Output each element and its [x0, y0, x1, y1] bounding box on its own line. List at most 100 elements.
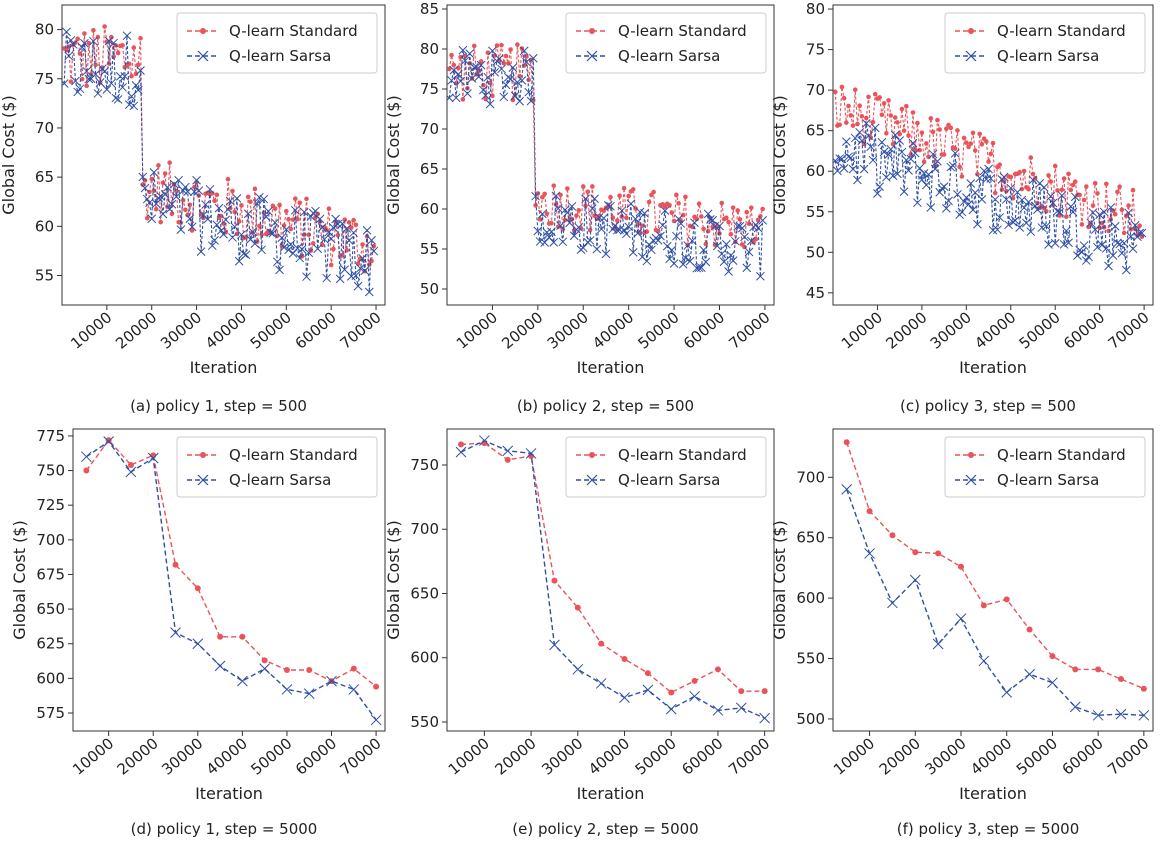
- data-point: [478, 85, 488, 95]
- data-point: [973, 219, 982, 229]
- data-point: [603, 201, 613, 210]
- y-tick-label: 55: [35, 266, 54, 284]
- data-point: [839, 164, 849, 173]
- data-point: [870, 123, 880, 133]
- data-point: [597, 224, 606, 234]
- data-point: [93, 89, 103, 98]
- data-point: [667, 245, 677, 255]
- data-point: [1026, 227, 1036, 237]
- data-point: [156, 163, 161, 168]
- data-point: [472, 62, 481, 72]
- data-point: [1048, 198, 1058, 208]
- y-tick-label: 550: [410, 713, 439, 731]
- data-point: [1079, 222, 1085, 227]
- data-point: [275, 265, 284, 275]
- data-point: [313, 244, 323, 254]
- data-point: [68, 79, 74, 84]
- data-point: [855, 121, 860, 127]
- data-point: [91, 27, 96, 33]
- data-point: [1057, 191, 1067, 200]
- data-point: [875, 182, 885, 191]
- data-point: [331, 246, 336, 252]
- data-point: [590, 194, 599, 204]
- y-tick-label: 55: [806, 203, 825, 221]
- data-point: [167, 199, 177, 209]
- data-point: [183, 187, 192, 196]
- data-point: [647, 245, 656, 255]
- data-point: [358, 253, 367, 263]
- data-point: [508, 63, 518, 72]
- data-point: [558, 192, 563, 198]
- data-point: [964, 140, 969, 145]
- data-point: [506, 74, 515, 84]
- x-tick-label: 20000: [112, 308, 160, 352]
- data-point: [653, 236, 663, 245]
- data-point: [1097, 240, 1107, 250]
- data-point: [360, 266, 370, 276]
- data-point: [895, 136, 905, 145]
- x-tick-label: 40000: [585, 734, 633, 778]
- data-point: [1039, 182, 1049, 192]
- data-point: [959, 197, 969, 207]
- data-point: [320, 234, 329, 244]
- data-point: [683, 194, 688, 200]
- data-point: [889, 532, 896, 539]
- data-point: [555, 224, 561, 229]
- data-point: [846, 103, 851, 109]
- data-point: [1061, 176, 1067, 181]
- data-point: [214, 192, 220, 198]
- data-point: [1101, 225, 1107, 230]
- data-point: [1108, 251, 1118, 260]
- y-tick-label: 65: [35, 168, 54, 186]
- data-point: [619, 692, 630, 703]
- data-point: [899, 106, 905, 112]
- data-point: [696, 263, 706, 272]
- legend-label: Q-learn Standard: [997, 22, 1126, 40]
- data-point: [703, 241, 709, 247]
- legend-label: Q-learn Standard: [618, 446, 747, 464]
- legend-marker: [200, 452, 206, 458]
- data-point: [517, 76, 527, 85]
- data-point: [81, 451, 92, 463]
- data-point: [598, 640, 605, 647]
- x-tick-label: 50000: [247, 308, 295, 352]
- data-point: [580, 184, 586, 189]
- data-point: [935, 187, 945, 197]
- data-point: [465, 49, 475, 58]
- data-point: [968, 141, 974, 146]
- data-point: [737, 217, 743, 222]
- data-point: [342, 224, 352, 233]
- data-point: [82, 66, 92, 76]
- data-point: [671, 218, 677, 224]
- data-point: [966, 144, 971, 150]
- data-point: [988, 151, 994, 157]
- plot-area: [833, 84, 1147, 275]
- data-point: [1066, 202, 1076, 211]
- data-point: [563, 208, 572, 217]
- data-point: [105, 437, 112, 444]
- data-point: [370, 714, 382, 726]
- data-point: [1137, 223, 1142, 229]
- data-point: [753, 223, 763, 233]
- data-point: [494, 54, 504, 64]
- plot-area: [81, 436, 382, 726]
- y-tick-label: 80: [806, 0, 825, 18]
- data-point: [904, 103, 909, 109]
- data-point: [966, 179, 976, 188]
- data-point: [288, 226, 294, 232]
- data-point: [977, 194, 987, 204]
- data-point: [243, 209, 253, 219]
- data-point: [538, 209, 547, 219]
- legend-label: Q-learn Sarsa: [997, 47, 1099, 65]
- data-point: [1028, 175, 1038, 185]
- data-point: [185, 214, 195, 224]
- data-point: [565, 186, 570, 191]
- data-point: [674, 214, 683, 224]
- data-point: [574, 222, 584, 232]
- data-point: [612, 225, 622, 235]
- data-point: [544, 211, 550, 217]
- panel-caption: (f) policy 3, step = 5000: [897, 820, 1079, 838]
- x-tick-label: 30000: [927, 308, 975, 352]
- data-point: [201, 200, 210, 209]
- data-point: [540, 238, 549, 247]
